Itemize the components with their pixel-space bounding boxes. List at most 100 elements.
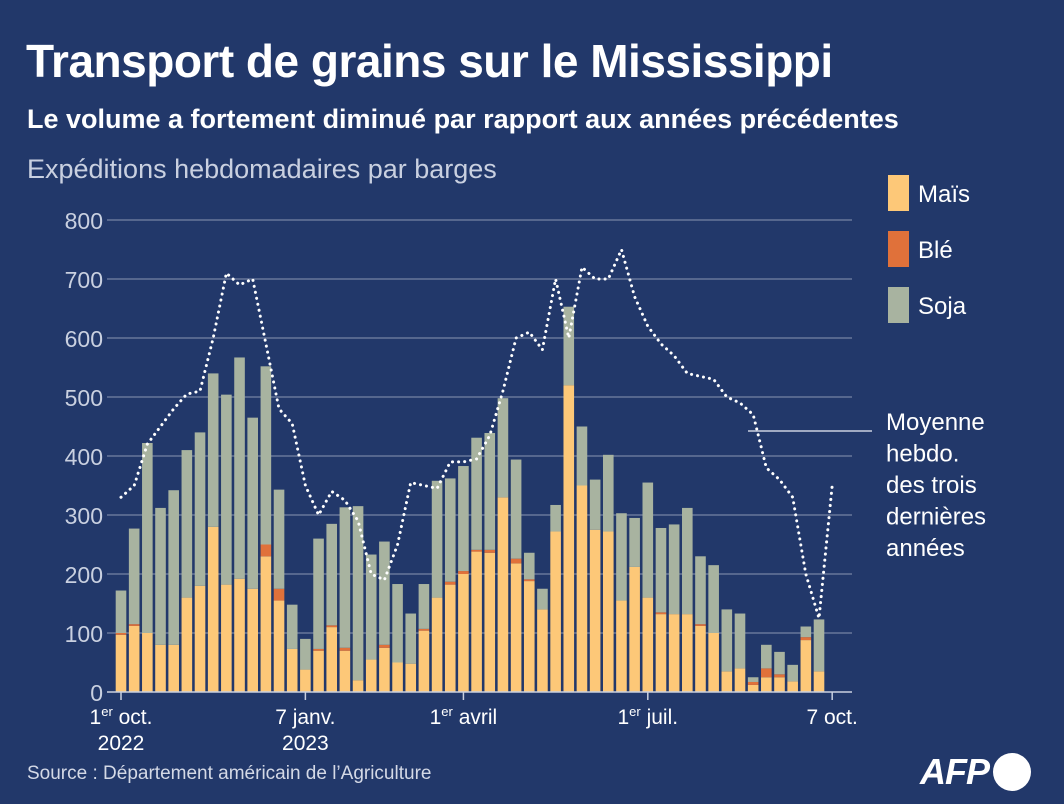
bar-mais: [418, 630, 430, 692]
y-tick-label: 400: [65, 444, 103, 470]
bar-ble: [260, 544, 272, 557]
x-tick-label: 1er juil.: [617, 704, 678, 729]
bar-soja: [589, 479, 601, 530]
bar-mais: [642, 597, 654, 692]
bar-soja: [418, 584, 430, 629]
bar-soja: [286, 604, 298, 649]
bar-soja: [563, 306, 575, 386]
bar-soja: [537, 588, 548, 610]
bar-mais: [761, 677, 772, 692]
legend-label-soja: Soja: [918, 293, 967, 320]
bar-mais: [616, 600, 627, 692]
bar-soja: [207, 373, 219, 527]
source-note: Source : Département américain de l’Agri…: [27, 763, 432, 784]
bar-mais: [247, 588, 258, 692]
bar-mais: [458, 574, 469, 692]
x-tick-label-year: 2022: [98, 732, 145, 755]
bar-soja: [747, 677, 759, 682]
legend-swatch-ble: [888, 231, 909, 267]
bar-mais: [207, 526, 219, 692]
bar-mais: [602, 531, 614, 692]
bar-soja: [695, 556, 706, 625]
bar-mais: [444, 584, 456, 692]
bar-soja: [273, 489, 285, 589]
bar-mais: [234, 578, 245, 692]
bar-mais: [800, 640, 812, 692]
bar-soja: [800, 626, 812, 638]
bar-ble: [695, 624, 706, 626]
y-tick-label: 100: [65, 621, 103, 647]
bar-ble: [747, 681, 759, 685]
bar-soja: [431, 480, 443, 598]
x-tick-label: 1er oct.: [90, 704, 153, 729]
bar-mais: [655, 614, 667, 692]
bar-mais: [300, 669, 311, 692]
x-tick-label-year: 2023: [282, 732, 329, 755]
bar-mais: [537, 609, 548, 692]
bar-mais: [260, 556, 272, 692]
bar-soja: [734, 613, 746, 669]
bar-ble: [471, 549, 482, 552]
bar-mais: [326, 627, 338, 692]
average-line: [119, 245, 834, 619]
stacked-bars: [115, 306, 825, 692]
bar-mais: [365, 659, 377, 692]
bar-soja: [339, 507, 351, 648]
bar-soja: [405, 613, 417, 664]
bar-mais: [576, 485, 588, 692]
legend-swatch-mais: [888, 175, 909, 211]
bar-mais: [734, 668, 746, 692]
bar-soja: [326, 523, 338, 626]
y-axis-label: Expéditions hebdomadaires par barges: [27, 154, 497, 184]
bar-ble: [800, 637, 812, 641]
bar-ble: [523, 579, 535, 582]
bar-mais: [774, 677, 785, 692]
bar-mais: [787, 681, 798, 692]
bar-soja: [234, 357, 245, 579]
bar-soja: [484, 432, 496, 550]
bar-mais: [313, 650, 324, 692]
bar-soja: [128, 528, 140, 625]
bar-mais: [550, 531, 561, 692]
bar-mais: [115, 634, 127, 692]
bar-mais: [339, 650, 351, 692]
average-line-annotation: Moyenne hebdo. des trois dernières années: [748, 409, 986, 562]
bar-mais: [721, 671, 733, 692]
afp-logo-text: AFP: [920, 751, 990, 792]
axes: 1er oct. 2022 7 janv. 2023 1er avril 1er juil…: [90, 691, 858, 755]
bar-soja: [300, 638, 311, 670]
bar-soja: [365, 554, 377, 660]
bar-ble: [510, 558, 522, 564]
bar-mais: [128, 625, 140, 692]
bar-soja: [142, 443, 153, 633]
bar-mais: [484, 552, 496, 692]
bar-soja: [602, 454, 614, 532]
bar-soja: [787, 664, 798, 682]
chart-subtitle: Le volume a fortement diminué par rappor…: [27, 104, 899, 134]
bar-ble: [379, 644, 390, 648]
bar-mais: [142, 633, 153, 692]
bar-mais: [813, 671, 825, 692]
bar-soja: [471, 437, 482, 550]
bar-mais: [563, 385, 575, 692]
afp-logo: AFP: [920, 751, 1031, 792]
afp-logo-dot: [993, 753, 1031, 791]
bar-soja: [392, 584, 403, 663]
bar-mais: [392, 662, 403, 692]
bar-ble: [128, 624, 140, 626]
legend-label-ble: Blé: [918, 237, 953, 264]
legend-label-mais: Maïs: [918, 181, 970, 208]
y-tick-label: 600: [65, 326, 103, 352]
bar-mais: [708, 633, 719, 692]
bar-soja: [721, 609, 733, 672]
legend-swatch-soja: [888, 287, 909, 323]
legend: Maïs Blé Soja: [888, 175, 970, 323]
annotation-label: Moyenne hebdo. des trois dernières années: [886, 409, 986, 562]
bar-ble: [458, 571, 469, 574]
bar-ble: [313, 648, 324, 651]
bar-soja: [813, 619, 825, 672]
bar-mais: [471, 551, 482, 692]
bar-ble: [418, 628, 430, 631]
bar-soja: [668, 524, 680, 615]
